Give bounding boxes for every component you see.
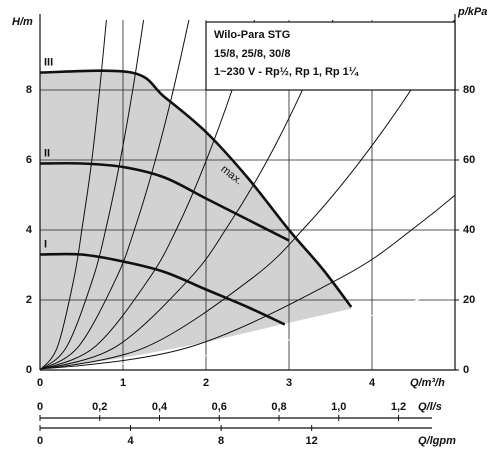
x-tick-label: 1 — [120, 377, 126, 389]
y-tick-label: 4 — [26, 224, 33, 236]
chart-title: Wilo-Para STG — [214, 29, 290, 41]
pump-curve — [40, 69, 353, 308]
extra-x-tick-label: 0 — [37, 401, 43, 413]
chart-note: 1~230 V - Rp½, Rp 1, Rp 1¼ — [214, 66, 359, 78]
y-tick-label: 2 — [26, 294, 32, 306]
y-tick-label: 8 — [26, 84, 32, 96]
curve-label: II — [44, 147, 50, 159]
extra-x-tick-label: 0,8 — [271, 401, 286, 413]
x-tick-label: 3 — [286, 377, 292, 389]
x-tick-label: 2 — [203, 377, 209, 389]
y2-tick-label: 40 — [463, 224, 475, 236]
x-tick-label: 4 — [369, 377, 376, 389]
y2-tick-label: 80 — [463, 84, 475, 96]
extra-x-tick-label: 12 — [306, 435, 318, 447]
title-box — [205, 21, 456, 91]
y2-tick-label: 20 — [463, 294, 475, 306]
pump-curve — [40, 161, 290, 242]
extra-x-tick-label: 0 — [37, 435, 43, 447]
system-curve — [40, 194, 455, 370]
extra-x-tick-label: 4 — [127, 435, 134, 447]
extra-x-tick-label: 1,0 — [331, 401, 346, 413]
system-curve — [40, 20, 145, 370]
extra-x-tick-label: 0,6 — [212, 401, 227, 413]
y-tick-label: 0 — [26, 364, 32, 376]
pump-curve — [40, 252, 286, 326]
extra-x-tick-label: 0,4 — [152, 401, 168, 413]
extra-x-axis-label: Q/l/s — [418, 401, 442, 413]
curve-label: I — [44, 238, 47, 250]
system-curve — [40, 20, 107, 370]
chart-subtitle: 15/8, 25/8, 30/8 — [214, 48, 290, 60]
y2-axis-label: p/kPa — [457, 6, 487, 18]
extra-x-axis-label: Q/lgpm — [418, 435, 456, 447]
y2-tick-label: 60 — [463, 154, 475, 166]
extra-x-tick-label: 8 — [218, 435, 224, 447]
y-axis-label: H/m — [12, 16, 33, 28]
y2-tick-label: 0 — [463, 364, 469, 376]
operating-area — [40, 70, 352, 370]
system-curve — [40, 285, 455, 370]
x-tick-label: 0 — [37, 377, 43, 389]
x-axis-label: Q/m³/h — [410, 377, 445, 389]
plot-area — [40, 20, 455, 370]
curve-label: III — [44, 56, 53, 68]
extra-x-tick-label: 0,2 — [92, 401, 107, 413]
y-tick-label: 6 — [26, 154, 32, 166]
system-curve — [40, 20, 190, 370]
extra-x-tick-label: 1,2 — [391, 401, 406, 413]
